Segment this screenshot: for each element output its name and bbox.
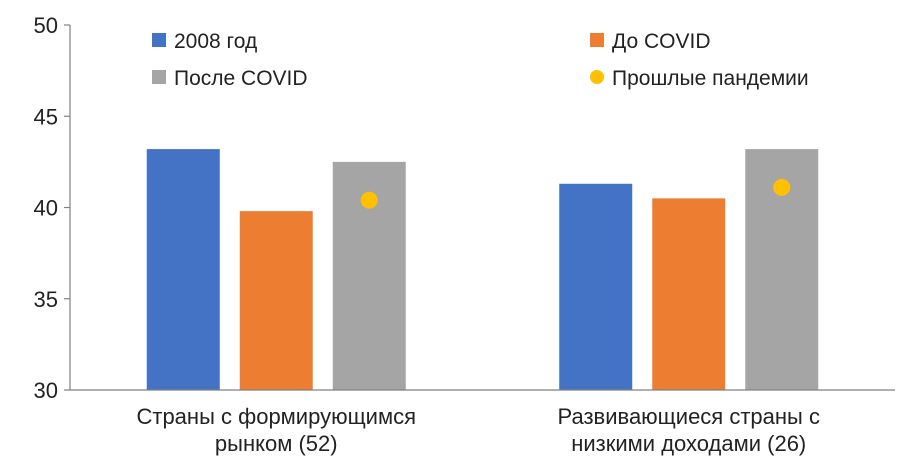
legend-item: После COVID: [152, 67, 308, 90]
x-category-label: Страны с формирующимся: [136, 404, 416, 429]
pandemic-marker: [360, 191, 378, 209]
legend-item: 2008 год: [152, 30, 257, 53]
legend: 2008 год До COVID После COVID Прошлые панде…: [152, 30, 809, 90]
legend-swatch: [152, 33, 166, 47]
bar: [239, 211, 313, 390]
x-category-label: Развивающиеся страны с: [558, 404, 820, 429]
legend-marker-swatch: [590, 70, 604, 84]
bar: [146, 149, 220, 390]
x-category-label: рынком (52): [215, 431, 338, 456]
pandemic-markers: [360, 178, 791, 209]
y-tick-label: 30: [34, 378, 58, 403]
legend-label: До COVID: [612, 30, 710, 53]
y-axis: 30 35 40 45 50: [34, 13, 71, 403]
y-tick-label: 35: [34, 287, 58, 312]
legend-swatch: [152, 70, 166, 84]
bar: [559, 183, 633, 390]
legend-swatch: [590, 33, 604, 47]
y-tick-label: 45: [34, 104, 58, 129]
legend-label: 2008 год: [174, 30, 257, 53]
y-tick-label: 40: [34, 196, 58, 221]
legend-item: Прошлые пандемии: [590, 67, 809, 90]
bars: [146, 149, 819, 390]
x-category-label: низкими доходами (26): [571, 431, 806, 456]
bar: [652, 198, 726, 390]
y-tick-label: 50: [34, 13, 58, 38]
legend-label: После COVID: [174, 67, 308, 90]
legend-label: Прошлые пандемии: [612, 67, 809, 90]
legend-item: До COVID: [590, 30, 710, 53]
pandemic-marker: [773, 178, 791, 196]
